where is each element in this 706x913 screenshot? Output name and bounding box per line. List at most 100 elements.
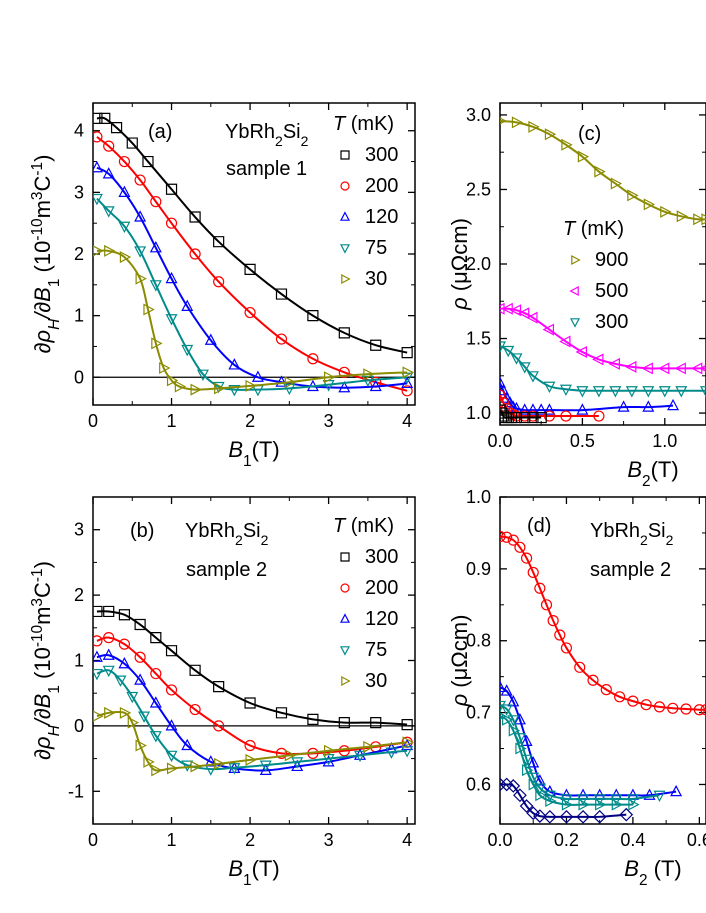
x-tick-label: 0.6 — [687, 830, 706, 850]
data-point — [338, 366, 350, 378]
legend-title-part: (mK) — [345, 515, 394, 537]
data-point — [165, 719, 178, 731]
data-point — [134, 651, 146, 663]
data-point — [500, 680, 506, 693]
y-axis-title-part: 3 — [29, 192, 46, 201]
legend-marker — [340, 211, 350, 221]
series-line-3 — [500, 715, 633, 806]
legend-label: 300 — [595, 311, 628, 333]
data-point — [228, 763, 241, 775]
data-point — [619, 807, 634, 822]
data-point — [322, 755, 335, 767]
panel-c: 0.0 0.5 1.0 1.0 1.5 2.0 2.5 3.0 B2(T) ρ (μΩcm) (c)… — [447, 102, 706, 490]
series-line-200 — [96, 136, 408, 392]
data-point — [127, 716, 140, 729]
x-tick-label: 0 — [88, 411, 98, 431]
y-tick-label: 1 — [74, 651, 84, 671]
data-point — [640, 699, 652, 711]
data-point — [611, 798, 624, 811]
data-point — [515, 742, 527, 755]
legend-marker — [571, 255, 581, 265]
data-point — [291, 757, 304, 769]
y-axis-title-part: ∂ρ — [30, 330, 55, 353]
data-point — [369, 379, 382, 392]
data-point — [592, 353, 604, 366]
legend-label: 200 — [365, 175, 398, 197]
data-point — [559, 809, 574, 824]
data-point — [502, 713, 514, 726]
data-point — [189, 211, 201, 223]
data-point — [676, 210, 689, 223]
y-tick-label: 0.6 — [466, 774, 491, 794]
data-point — [385, 747, 398, 759]
data-point — [150, 667, 162, 680]
data-point — [667, 398, 680, 411]
data-point — [401, 738, 414, 751]
data-point — [614, 691, 626, 703]
data-point — [361, 375, 374, 388]
y-axis-title-part: ) — [30, 561, 55, 568]
data-point — [324, 371, 336, 384]
data-point — [93, 193, 103, 206]
data-point — [559, 384, 572, 397]
data-point — [501, 531, 513, 543]
data-point — [149, 241, 162, 253]
series-line-300 — [96, 116, 408, 354]
data-point — [576, 386, 589, 398]
y-axis-title: ρ (μΩcm) — [447, 615, 472, 708]
data-point — [181, 299, 194, 311]
data-point — [275, 747, 288, 759]
data-point — [560, 642, 573, 654]
data-point — [517, 307, 530, 320]
series-line-0 — [500, 535, 706, 711]
data-point — [693, 704, 705, 716]
panel-d: 0.00.20.40.60.60.70.80.91.0B2 (T)ρ (μΩcm… — [447, 487, 706, 889]
data-point — [181, 738, 194, 751]
data-point — [500, 389, 506, 401]
y-axis-title-part: -10 — [29, 625, 46, 647]
legend-marker — [340, 181, 350, 191]
data-point — [143, 755, 155, 768]
y-tick-label: 0.7 — [466, 703, 491, 723]
compound-label: YbRh2Si2 — [225, 121, 309, 149]
legend-title-part: T — [333, 113, 347, 135]
legend-label: 75 — [365, 639, 387, 661]
data-point — [363, 740, 375, 753]
data-point — [213, 236, 225, 248]
legend-title: T (mK) — [333, 113, 394, 135]
plot-frame — [499, 496, 706, 825]
data-point — [189, 664, 201, 676]
legend-marker — [340, 244, 350, 254]
x-axis-title: B1(T) — [228, 437, 279, 470]
compound-label-part: 2 — [261, 532, 269, 548]
y-axis-title-part: (10 — [30, 241, 55, 279]
data-point — [595, 798, 607, 811]
data-point — [521, 764, 534, 777]
series-line-300 — [96, 610, 408, 726]
data-point — [533, 774, 546, 786]
data-point — [165, 217, 178, 229]
series-line-4 — [500, 783, 627, 818]
x-axis-title-part: (T) — [651, 457, 679, 482]
data-point — [134, 673, 147, 685]
legend-marker — [340, 552, 350, 562]
data-point — [370, 717, 382, 729]
data-point — [118, 656, 131, 669]
series-group — [500, 116, 706, 424]
data-point — [527, 756, 540, 768]
y-axis-title-part: H — [46, 318, 63, 330]
x-tick-label: 0.4 — [620, 830, 645, 850]
data-point — [213, 720, 225, 732]
data-point — [627, 189, 639, 202]
data-point — [338, 717, 350, 729]
data-point — [643, 198, 656, 211]
y-axis-title-part: ρ — [447, 694, 472, 708]
sample-label: sample 2 — [186, 559, 267, 581]
data-point — [543, 410, 556, 422]
data-point — [151, 764, 163, 777]
legend-label: 120 — [365, 608, 398, 630]
data-point — [502, 345, 515, 358]
data-point — [165, 750, 178, 763]
data-point — [670, 784, 683, 797]
